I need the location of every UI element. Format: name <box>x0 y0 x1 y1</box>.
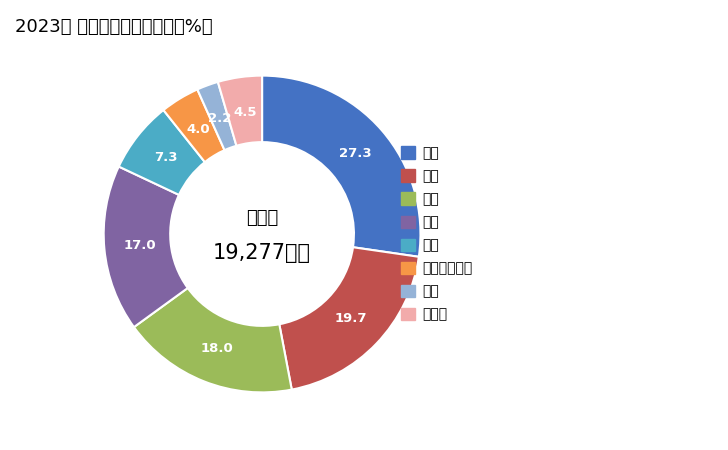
Wedge shape <box>119 110 205 195</box>
Text: 19.7: 19.7 <box>335 312 367 325</box>
Text: 2.2: 2.2 <box>208 112 232 125</box>
Wedge shape <box>218 76 262 146</box>
Wedge shape <box>262 76 421 257</box>
Legend: 台湾, 香港, 中国, 韓国, タイ, インドネシア, 米国, その他: 台湾, 香港, 中国, 韓国, タイ, インドネシア, 米国, その他 <box>396 141 478 327</box>
Text: 18.0: 18.0 <box>200 342 233 355</box>
Text: 4.5: 4.5 <box>233 106 256 119</box>
Wedge shape <box>280 247 419 390</box>
Wedge shape <box>163 90 224 162</box>
Wedge shape <box>197 82 237 150</box>
Text: 2023年 輸出相手国のシェア（%）: 2023年 輸出相手国のシェア（%） <box>15 18 212 36</box>
Wedge shape <box>134 288 292 392</box>
Text: 19,277万円: 19,277万円 <box>213 243 311 263</box>
Text: 総　額: 総 額 <box>246 209 278 227</box>
Text: 17.0: 17.0 <box>124 239 157 252</box>
Text: 4.0: 4.0 <box>186 123 210 135</box>
Wedge shape <box>103 166 188 327</box>
Text: 27.3: 27.3 <box>339 147 371 160</box>
Text: 7.3: 7.3 <box>154 151 178 164</box>
